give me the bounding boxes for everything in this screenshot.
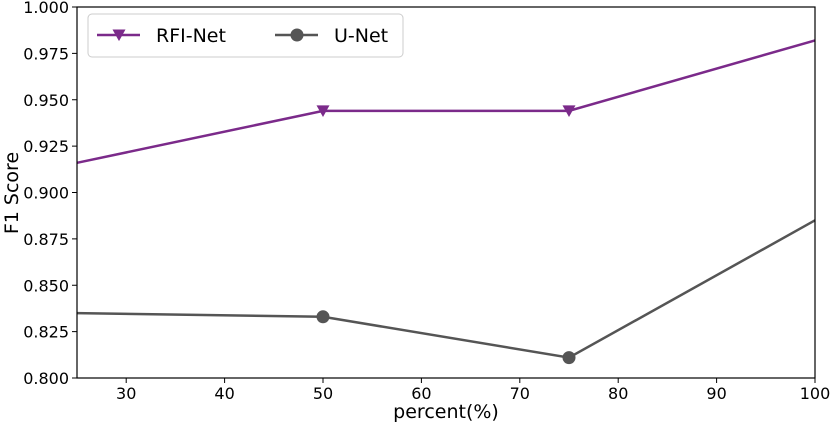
x-tick-label: 30 xyxy=(116,384,136,403)
legend-marker-rfi-net xyxy=(112,29,126,42)
data-point-u-net xyxy=(316,310,330,324)
y-tick-label: 0.850 xyxy=(23,276,69,295)
series-line-rfi-net xyxy=(76,39,816,165)
x-tick-label: 40 xyxy=(214,384,234,403)
legend: RFI-Net U-Net xyxy=(87,13,404,58)
legend-marker-u-net xyxy=(290,28,304,42)
x-axis-title: percent(%) xyxy=(393,401,499,423)
legend-label-u-net: U-Net xyxy=(334,25,388,47)
y-tick-label: 0.800 xyxy=(23,369,69,388)
y-tick-label: 0.900 xyxy=(23,184,69,203)
y-tick-label: 1.000 xyxy=(23,0,69,17)
x-tick-label: 100 xyxy=(800,384,831,403)
x-tick-label: 80 xyxy=(608,384,628,403)
legend-label-rfi-net: RFI-Net xyxy=(156,25,226,47)
y-tick-label: 0.925 xyxy=(23,137,69,156)
y-tick-label: 0.875 xyxy=(23,230,69,249)
x-tick-label: 60 xyxy=(411,384,431,403)
series-layer xyxy=(76,39,816,365)
x-tick-label: 70 xyxy=(510,384,530,403)
data-point-rfi-net xyxy=(316,105,330,118)
axes: 30 40 50 60 70 80 90 100 0.800 0.825 0.850 0.875 0.9… xyxy=(23,0,830,403)
y-axis-title: F1 Score xyxy=(1,152,23,234)
legend-frame xyxy=(87,13,404,58)
data-point-u-net xyxy=(562,351,576,365)
series-line-u-net xyxy=(76,219,816,359)
data-point-rfi-net xyxy=(562,105,576,118)
y-tick-label: 0.975 xyxy=(23,44,69,63)
plot-frame xyxy=(76,6,816,379)
x-tick-label: 50 xyxy=(313,384,333,403)
x-tick-label: 90 xyxy=(706,384,726,403)
y-tick-label: 0.950 xyxy=(23,91,69,110)
y-tick-label: 0.825 xyxy=(23,323,69,342)
